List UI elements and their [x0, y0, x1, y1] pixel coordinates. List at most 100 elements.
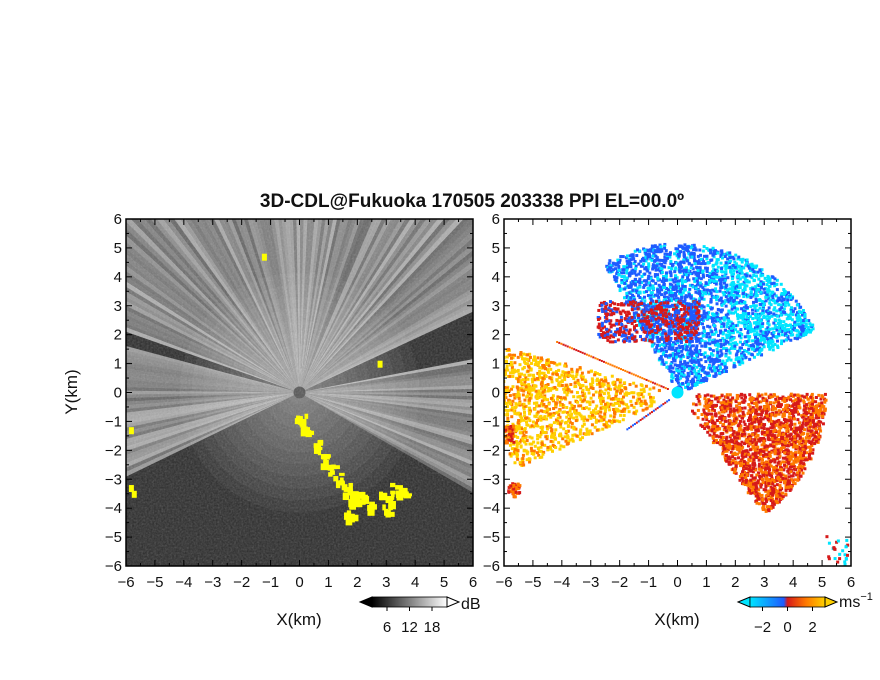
velocity-pixel	[782, 414, 786, 418]
velocity-pixel	[780, 306, 784, 310]
velocity-pixel	[730, 409, 734, 413]
velocity-pixel	[701, 315, 705, 319]
velocity-pixel	[650, 327, 654, 331]
velocity-pixel	[693, 370, 697, 374]
velocity-pixel	[752, 458, 756, 462]
velocity-pixel	[651, 335, 655, 339]
velocity-pixel	[710, 357, 714, 361]
velocity-pixel	[741, 445, 745, 449]
velocity-pixel	[635, 291, 639, 295]
velocity-pixel	[807, 428, 811, 432]
velocity-pixel	[742, 400, 746, 404]
velocity-pixel	[796, 478, 800, 482]
velocity-pixel	[677, 309, 681, 313]
velocity-pixel	[726, 318, 730, 322]
velocity-pixel	[629, 290, 633, 294]
velocity-pixel	[731, 300, 735, 304]
velocity-pixel	[657, 299, 661, 303]
velocity-pixel	[628, 259, 632, 263]
velocity-pixel	[654, 265, 658, 269]
velocity-pixel	[653, 274, 657, 278]
velocity-pixel	[801, 465, 805, 469]
velocity-pixel	[694, 277, 698, 281]
velocity-pixel	[696, 358, 700, 362]
velocity-pixel	[668, 278, 672, 282]
velocity-pixel	[762, 442, 766, 446]
velocity-pixel	[669, 261, 673, 265]
velocity-pixel	[697, 377, 701, 381]
velocity-pixel	[657, 349, 661, 353]
velocity-pixel	[659, 355, 663, 359]
velocity-pixel	[740, 393, 744, 397]
velocity-pixel	[747, 453, 751, 457]
velocity-pixel	[671, 278, 675, 282]
velocity-pixel	[742, 428, 746, 432]
velocity-pixel	[705, 266, 709, 270]
velocity-pixel	[792, 459, 796, 463]
velocity-pixel	[736, 257, 740, 261]
velocity-pixel	[766, 418, 770, 422]
velocity-pixel	[776, 314, 780, 318]
velocity-pixel	[743, 422, 747, 426]
velocity-pixel	[774, 397, 778, 401]
velocity-pixel	[804, 395, 808, 399]
yellow-echo	[369, 510, 373, 515]
velocity-pixel	[758, 494, 762, 498]
velocity-pixel	[748, 315, 752, 319]
velocity-pixel	[719, 310, 723, 314]
velocity-pixel	[715, 354, 719, 358]
velocity-pixel	[736, 330, 740, 334]
velocity-pixel	[754, 304, 758, 308]
velocity-pixel	[784, 465, 788, 469]
velocity-pixel	[645, 335, 649, 339]
velocity-pixel	[780, 446, 784, 450]
velocity-pixel	[800, 444, 804, 448]
velocity-pixel	[654, 281, 658, 285]
velocity-pixel	[805, 331, 809, 335]
velocity-pixel	[763, 340, 767, 344]
velocity-pixel	[702, 326, 706, 330]
velocity-pixel	[714, 397, 718, 401]
velocity-pixel	[808, 418, 812, 422]
velocity-pixel	[664, 276, 668, 280]
velocity-pixel	[679, 382, 683, 386]
velocity-pixel	[761, 273, 765, 277]
velocity-pixel	[708, 280, 712, 284]
velocity-pixel	[680, 282, 684, 286]
velocity-pixel	[625, 271, 629, 275]
velocity-pixel	[808, 449, 812, 453]
velocity-pixel	[702, 333, 706, 337]
velocity-pixel	[742, 314, 746, 318]
velocity-pixel	[778, 485, 782, 489]
velocity-pixel	[726, 257, 730, 261]
velocity-pixel	[705, 412, 709, 416]
velocity-pixel	[642, 283, 646, 287]
velocity-pixel	[632, 325, 636, 329]
velocity-pixel	[776, 346, 780, 350]
velocity-pixel	[649, 276, 653, 280]
velocity-pixel	[747, 409, 751, 413]
velocity-pixel	[730, 439, 734, 443]
velocity-pixel	[656, 294, 660, 298]
velocity-pixel	[787, 475, 791, 479]
velocity-pixel	[646, 308, 650, 312]
velocity-pixel	[801, 439, 805, 443]
velocity-pixel	[796, 440, 800, 444]
velocity-pixel	[743, 288, 747, 292]
velocity-pixel	[687, 278, 691, 282]
velocity-pixel	[607, 262, 611, 266]
velocity-pixel	[714, 330, 718, 334]
velocity-pixel	[717, 275, 721, 279]
velocity-pixel	[762, 450, 766, 454]
velocity-pixel	[765, 477, 769, 481]
velocity-pixel	[749, 264, 753, 268]
velocity-pixel	[803, 313, 807, 317]
velocity-pixel	[626, 303, 630, 307]
velocity-pixel	[735, 266, 739, 270]
db-colorbar-left-arrow	[358, 596, 373, 608]
velocity-pixel	[695, 394, 699, 398]
velocity-pixel	[742, 349, 746, 353]
velocity-pixel	[686, 371, 690, 375]
velocity-pixel	[763, 502, 767, 506]
velocity-pixel	[748, 448, 752, 452]
